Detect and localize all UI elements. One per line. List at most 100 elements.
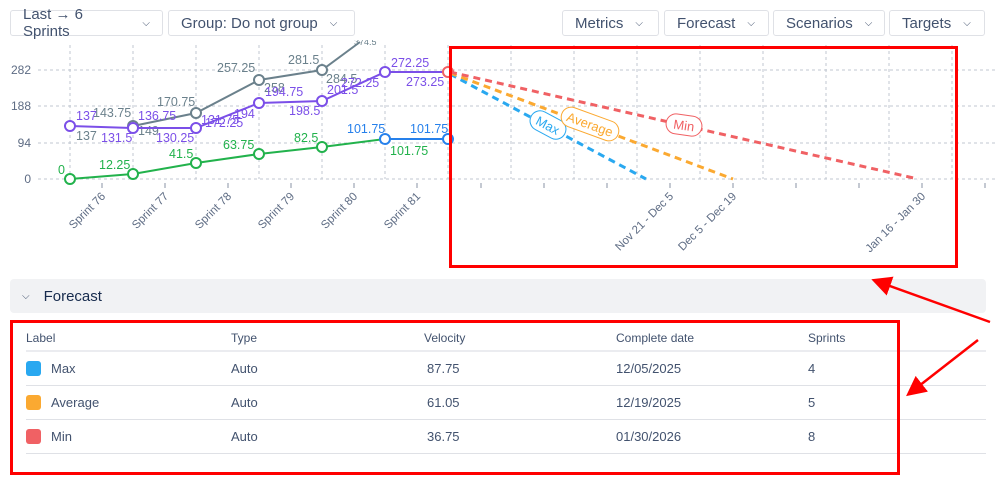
group-label: Group: Do not group [181,14,318,32]
forecast-lines: Max Average Min [449,70,919,181]
col-velocity: Velocity [424,331,466,345]
x-tick-label: Sprint 77 [130,191,171,232]
scenarios-label: Scenarios [786,14,853,32]
chevron-down-icon: ⌵ [329,17,338,29]
row-label: Min [51,429,72,444]
row-label: Max [51,361,76,376]
series-completed-current: 101.75 101.75 [347,122,454,145]
x-tick-label: Sprint 78 [193,191,234,232]
forecast-section-title: Forecast [43,287,102,305]
table-row: Max Auto 87.75 12/05/2025 4 [26,352,986,386]
svg-text:272.25: 272.25 [391,56,429,70]
targets-dropdown[interactable]: Targets ⌵ [889,10,985,36]
row-complete-date: 12/05/2025 [616,361,682,376]
series-completed: 0 12.25 41.5 63.75 82.5 101.75 [58,131,428,185]
svg-text:257.25: 257.25 [217,61,255,75]
svg-text:101.75: 101.75 [347,122,385,136]
svg-text:101.75: 101.75 [390,144,428,158]
row-type: Auto [231,429,258,444]
metrics-label: Metrics [575,14,624,32]
x-tick-label: Sprint 79 [256,191,297,232]
x-tick-label: Sprint 76 [67,191,108,232]
row-complete-date: 12/19/2025 [616,395,682,410]
chevron-down-icon: ⌵ [747,17,755,29]
col-type: Type [231,331,258,345]
svg-text:258: 258 [264,81,285,95]
row-sprints: 5 [808,395,816,410]
row-velocity: 36.75 [427,429,460,444]
row-sprints: 8 [808,429,816,444]
y-tick: 94 [18,136,32,150]
row-velocity: 61.05 [427,395,460,410]
x-tick-label: Sprint 80 [319,191,360,232]
svg-text:194: 194 [234,107,255,121]
svg-text:194.75: 194.75 [265,85,303,99]
forecast-table: Label Type Velocity Complete date Sprint… [26,326,986,454]
row-label: Average [51,395,100,410]
table-header: Label Type Velocity Complete date Sprint… [26,326,986,352]
svg-text:Min: Min [673,117,696,135]
table-row: Average Auto 61.05 12/19/2025 5 [26,386,986,420]
y-tick: 282 [11,63,31,77]
svg-text:201.5: 201.5 [327,83,358,97]
chevron-down-icon: ⌵ [635,17,643,29]
toolbar: Last → 6 Sprints ⌵ Group: Do not group ⌵… [10,6,988,40]
svg-text:137: 137 [76,129,97,143]
svg-text:82.5: 82.5 [294,131,318,145]
x-tick-label: Sprint 81 [382,191,423,232]
svg-text:143.75: 143.75 [93,106,131,120]
row-sprints: 4 [808,361,816,376]
svg-text:130.25: 130.25 [156,131,194,145]
row-velocity: 87.75 [427,361,460,376]
chevron-down-icon: ⌵ [864,17,873,29]
svg-text:12.25: 12.25 [99,158,130,172]
forecast-label-min: Min [665,113,703,137]
svg-text:131.5: 131.5 [101,131,132,145]
svg-text:273.25: 273.25 [406,75,444,89]
col-complete-date: Complete date [616,331,695,345]
y-axis-labels: 282 188 94 0 [11,63,31,186]
svg-text:101.75: 101.75 [410,122,448,136]
svg-text:136.75: 136.75 [138,109,176,123]
forecast-section-toggle[interactable]: ⌵ Forecast [10,279,986,313]
row-type: Auto [231,361,258,376]
metrics-dropdown[interactable]: Metrics ⌵ [562,10,659,36]
x-tick-label: Nov 21 - Dec 5 [613,191,676,254]
row-complete-date: 01/30/2026 [616,429,682,444]
svg-text:131.75: 131.75 [201,113,239,127]
svg-text:63.75: 63.75 [223,138,254,152]
svg-text:137: 137 [76,109,97,123]
table-row: Min Auto 36.75 01/30/2026 8 [26,420,986,454]
range-dropdown[interactable]: Last → 6 Sprints ⌵ [10,6,163,40]
svg-text:374.5: 374.5 [354,40,377,47]
x-ticks [101,183,986,188]
color-swatch [26,429,41,444]
svg-text:198.5: 198.5 [289,104,320,118]
series-remaining: 137 136.75 131.75 194.75 201.5 272.25 13… [64,56,454,145]
svg-text:170.75: 170.75 [157,95,195,109]
y-tick: 188 [11,99,31,113]
row-type: Auto [231,395,258,410]
x-tick-label: Jan 16 - Jan 30 [864,191,929,256]
svg-text:172.25: 172.25 [205,116,243,130]
x-axis-labels: Sprint 76 Sprint 77 Sprint 78 Sprint 79 … [67,191,928,256]
y-tick: 0 [24,172,31,186]
forecast-label: Forecast [677,14,736,32]
x-tick-label: Dec 5 - Dec 19 [676,191,739,254]
targets-label: Targets [902,14,952,32]
scenarios-dropdown[interactable]: Scenarios ⌵ [773,10,885,36]
chevron-down-icon: ⌵ [963,17,971,29]
range-label: Last → 6 Sprints [23,6,84,40]
svg-text:41.5: 41.5 [169,147,193,161]
forecast-dropdown[interactable]: Forecast ⌵ [664,10,769,36]
svg-text:281.5: 281.5 [288,53,319,67]
color-swatch [26,361,41,376]
color-swatch [26,395,41,410]
svg-text:0: 0 [58,163,65,177]
chevron-down-icon: ⌵ [22,290,30,302]
svg-text:272.25: 272.25 [341,76,379,90]
group-dropdown[interactable]: Group: Do not group ⌵ [168,10,355,36]
col-label: Label [26,331,56,345]
col-sprints: Sprints [808,331,846,345]
chevron-down-icon: ⌵ [142,17,150,29]
